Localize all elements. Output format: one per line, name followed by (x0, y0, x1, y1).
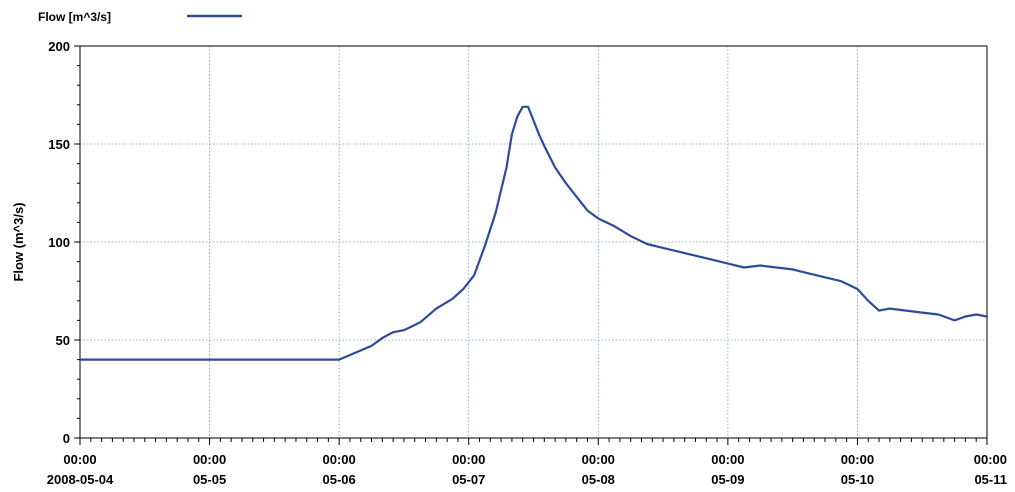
y-tick-label: 0 (63, 431, 70, 446)
x-tick-date: 05-11 (974, 472, 1007, 487)
x-tick-date: 05-05 (193, 472, 226, 487)
x-tick-time: 00:00 (63, 452, 96, 467)
x-tick-time: 00:00 (193, 452, 226, 467)
y-tick-label: 150 (48, 137, 70, 152)
x-axis: 00:00 2008-05-04 00:00 05-05 00:00 05-06 00:00… (47, 438, 1007, 487)
legend: Flow [m^3/s] (38, 10, 242, 24)
x-tick-date: 05-10 (841, 472, 874, 487)
x-tick-time: 00:00 (974, 452, 1007, 467)
x-tick-date: 05-07 (452, 472, 485, 487)
x-tick-date: 05-08 (582, 472, 615, 487)
x-tick-time: 00:00 (452, 452, 485, 467)
flow-series-line (78, 105, 989, 361)
x-tick-date: 05-09 (711, 472, 744, 487)
x-tick-time: 00:00 (582, 452, 615, 467)
x-tick-date: 05-06 (323, 472, 356, 487)
x-tick-time: 00:00 (323, 452, 356, 467)
legend-label: Flow [m^3/s] (38, 10, 111, 24)
y-tick-label: 100 (48, 235, 70, 250)
y-tick-label: 200 (48, 39, 70, 54)
y-tick-label: 50 (56, 333, 70, 348)
y-axis-label: Flow (m^3/s) (11, 202, 26, 281)
x-tick-time: 00:00 (711, 452, 744, 467)
series-layer (78, 105, 989, 361)
y-axis: 0 50 100 150 200 (48, 39, 80, 446)
x-tick-time: 00:00 (841, 452, 874, 467)
gridlines (80, 46, 987, 438)
x-tick-date: 2008-05-04 (47, 472, 114, 487)
